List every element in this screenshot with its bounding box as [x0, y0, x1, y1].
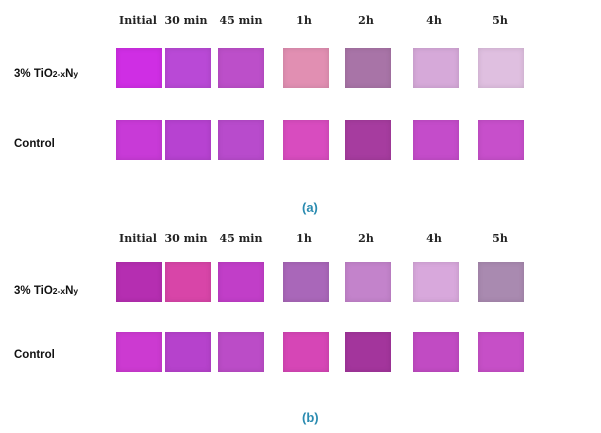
- tio2-swatch: [413, 48, 459, 88]
- tio2-swatch: [283, 48, 329, 88]
- control-swatch: [116, 120, 162, 160]
- panel-caption: (b): [302, 410, 319, 425]
- tio2-swatch: [218, 48, 264, 88]
- tio2-swatch: [478, 48, 524, 88]
- tio2-swatch: [345, 48, 391, 88]
- time-label-initial: Initial: [119, 14, 157, 27]
- tio2-swatch: [116, 48, 162, 88]
- row-label-tio2: 3% TiO2-xNy: [14, 285, 79, 297]
- control-swatch: [283, 332, 329, 372]
- row-label-tio2: 3% TiO2-xNy: [14, 68, 79, 80]
- time-label-30min: 30 min: [164, 14, 208, 27]
- tio2-swatch: [165, 262, 211, 302]
- control-swatch: [413, 120, 459, 160]
- time-label-45min: 45 min: [219, 14, 263, 27]
- row-label-control: Control: [14, 138, 55, 150]
- row-label-control: Control: [14, 349, 55, 361]
- tio2-swatch: [165, 48, 211, 88]
- control-swatch: [218, 332, 264, 372]
- control-swatch: [218, 120, 264, 160]
- control-swatch: [345, 120, 391, 160]
- time-label-1h: 1h: [296, 232, 312, 245]
- time-label-2h: 2h: [358, 232, 374, 245]
- time-label-1h: 1h: [296, 14, 312, 27]
- control-swatch: [345, 332, 391, 372]
- time-label-initial: Initial: [119, 232, 157, 245]
- control-swatch: [478, 332, 524, 372]
- time-label-4h: 4h: [426, 14, 442, 27]
- tio2-swatch: [116, 262, 162, 302]
- tio2-swatch: [283, 262, 329, 302]
- time-label-2h: 2h: [358, 14, 374, 27]
- time-label-5h: 5h: [492, 14, 508, 27]
- time-label-30min: 30 min: [164, 232, 208, 245]
- control-swatch: [165, 120, 211, 160]
- time-label-5h: 5h: [492, 232, 508, 245]
- tio2-swatch: [218, 262, 264, 302]
- tio2-swatch: [345, 262, 391, 302]
- control-swatch: [478, 120, 524, 160]
- control-swatch: [116, 332, 162, 372]
- time-label-4h: 4h: [426, 232, 442, 245]
- time-label-45min: 45 min: [219, 232, 263, 245]
- control-swatch: [165, 332, 211, 372]
- panel-caption: (a): [302, 200, 318, 215]
- control-swatch: [283, 120, 329, 160]
- tio2-swatch: [478, 262, 524, 302]
- tio2-swatch: [413, 262, 459, 302]
- control-swatch: [413, 332, 459, 372]
